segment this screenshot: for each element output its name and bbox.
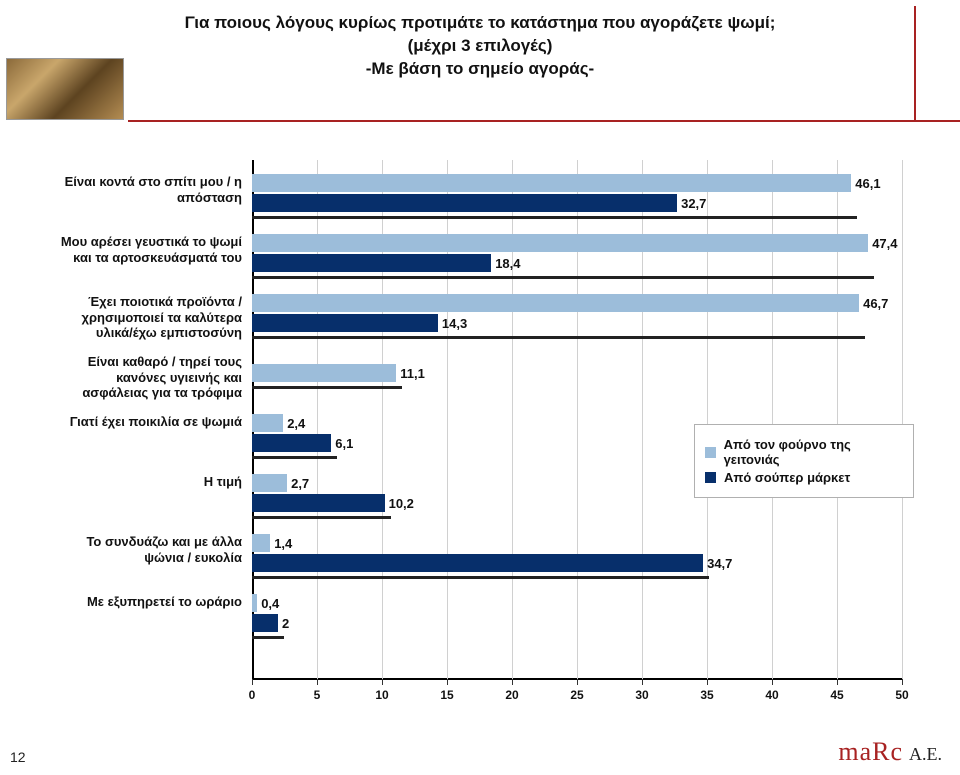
legend-label: Από σούπερ μάρκετ <box>724 470 850 485</box>
logo-marc: maRc <box>838 737 903 766</box>
bar <box>252 594 257 612</box>
category-label: Το συνδυάζω και με άλλα ψώνια / ευκολία <box>48 534 242 565</box>
group-baseline <box>252 516 391 519</box>
bar <box>252 234 868 252</box>
plot-area: 0510152025303540455046,132,747,418,446,7… <box>252 160 902 680</box>
bar <box>252 554 703 572</box>
legend: Από τον φούρνο της γειτονιάς Από σούπερ … <box>694 424 914 498</box>
bar <box>252 314 438 332</box>
bar-group: 46,1 32,7 <box>252 170 902 230</box>
x-tick-label: 45 <box>830 688 843 702</box>
bar <box>252 614 278 632</box>
bar <box>252 534 270 552</box>
x-tick-label: 40 <box>765 688 778 702</box>
x-tick <box>512 679 513 685</box>
bar <box>252 434 331 452</box>
x-tick <box>707 679 708 685</box>
chart-title: Για ποιους λόγους κυρίως προτιμάτε το κα… <box>0 12 960 81</box>
page-number: 12 <box>10 749 26 765</box>
legend-item: Από σούπερ μάρκετ <box>705 470 903 485</box>
bar <box>252 474 287 492</box>
x-tick <box>772 679 773 685</box>
gridline <box>902 160 903 680</box>
bar-value-label: 10,2 <box>389 496 414 511</box>
bar-value-label: 2,4 <box>287 416 305 431</box>
bar-group: 0,42 <box>252 590 902 650</box>
category-labels-column: Είναι κοντά στο σπίτι μου / η απόσταση Μο… <box>48 160 252 712</box>
group-baseline <box>252 386 402 389</box>
x-tick <box>252 679 253 685</box>
category-label: Είναι κοντά στο σπίτι μου / η απόσταση <box>48 174 242 205</box>
bar-value-label: 18,4 <box>495 256 520 271</box>
category-label: Είναι καθαρό / τηρεί τους κανόνες υγιειν… <box>48 354 242 401</box>
bar <box>252 294 859 312</box>
x-tick-label: 20 <box>505 688 518 702</box>
x-tick-label: 35 <box>700 688 713 702</box>
x-tick <box>837 679 838 685</box>
bar <box>252 494 385 512</box>
group-baseline <box>252 276 874 279</box>
group-baseline <box>252 216 857 219</box>
bar-value-label: 47,4 <box>872 236 897 251</box>
x-tick-label: 30 <box>635 688 648 702</box>
bar <box>252 254 491 272</box>
bar-value-label: 46,7 <box>863 296 888 311</box>
bar-group: 47,4 18,4 <box>252 230 902 290</box>
group-baseline <box>252 576 709 579</box>
bar-value-label: 46,1 <box>855 176 880 191</box>
x-tick <box>642 679 643 685</box>
bar-value-label: 2,7 <box>291 476 309 491</box>
header: Για ποιους λόγους κυρίως προτιμάτε το κα… <box>0 0 960 81</box>
bar-value-label: 32,7 <box>681 196 706 211</box>
x-tick <box>382 679 383 685</box>
horizontal-rule <box>128 120 960 122</box>
bar <box>252 194 677 212</box>
title-line-3: -Με βάση το σημείο αγοράς- <box>0 58 960 81</box>
x-tick-label: 5 <box>314 688 321 702</box>
x-tick-label: 10 <box>375 688 388 702</box>
x-tick <box>902 679 903 685</box>
group-baseline <box>252 456 337 459</box>
bar-group: 11,1 <box>252 350 902 410</box>
x-tick <box>317 679 318 685</box>
bar-value-label: 0,4 <box>261 596 279 611</box>
logo-suffix: A.E. <box>909 744 942 764</box>
legend-swatch <box>705 447 716 458</box>
slide: Για ποιους λόγους κυρίως προτιμάτε το κα… <box>0 0 960 775</box>
bar-value-label: 14,3 <box>442 316 467 331</box>
title-line-2: (μέχρι 3 επιλογές) <box>0 35 960 58</box>
bar-value-label: 11,1 <box>400 366 425 381</box>
category-label: Με εξυπηρετεί το ωράριο <box>48 594 242 610</box>
bar-value-label: 34,7 <box>707 556 732 571</box>
bar-value-label: 1,4 <box>274 536 292 551</box>
bar <box>252 174 851 192</box>
bar-group: 46,7 14,3 <box>252 290 902 350</box>
category-label: Η τιμή <box>48 474 242 490</box>
bar-value-label: 6,1 <box>335 436 353 451</box>
x-tick <box>577 679 578 685</box>
category-label: Έχει ποιοτικά προϊόντα / χρησιμοποιεί τα… <box>48 294 242 341</box>
x-tick-label: 0 <box>249 688 256 702</box>
vertical-rule <box>914 6 916 120</box>
x-tick-label: 15 <box>440 688 453 702</box>
x-tick <box>447 679 448 685</box>
category-label: Γιατί έχει ποικιλία σε ψωμιά <box>48 414 242 430</box>
bar <box>252 364 396 382</box>
bar <box>252 414 283 432</box>
category-label: Μου αρέσει γευστικά το ψωμί και τα αρτοσ… <box>48 234 242 265</box>
group-baseline <box>252 636 284 639</box>
logo: maRc A.E. <box>838 736 942 767</box>
legend-label: Από τον φούρνο της γειτονιάς <box>724 437 903 467</box>
title-line-1: Για ποιους λόγους κυρίως προτιμάτε το κα… <box>0 12 960 35</box>
x-tick-label: 50 <box>895 688 908 702</box>
bread-photo <box>6 58 124 120</box>
x-tick-label: 25 <box>570 688 583 702</box>
group-baseline <box>252 336 865 339</box>
legend-item: Από τον φούρνο της γειτονιάς <box>705 437 903 467</box>
bar-group: 1,4 34,7 <box>252 530 902 590</box>
legend-swatch <box>705 472 716 483</box>
bar-value-label: 2 <box>282 616 289 631</box>
